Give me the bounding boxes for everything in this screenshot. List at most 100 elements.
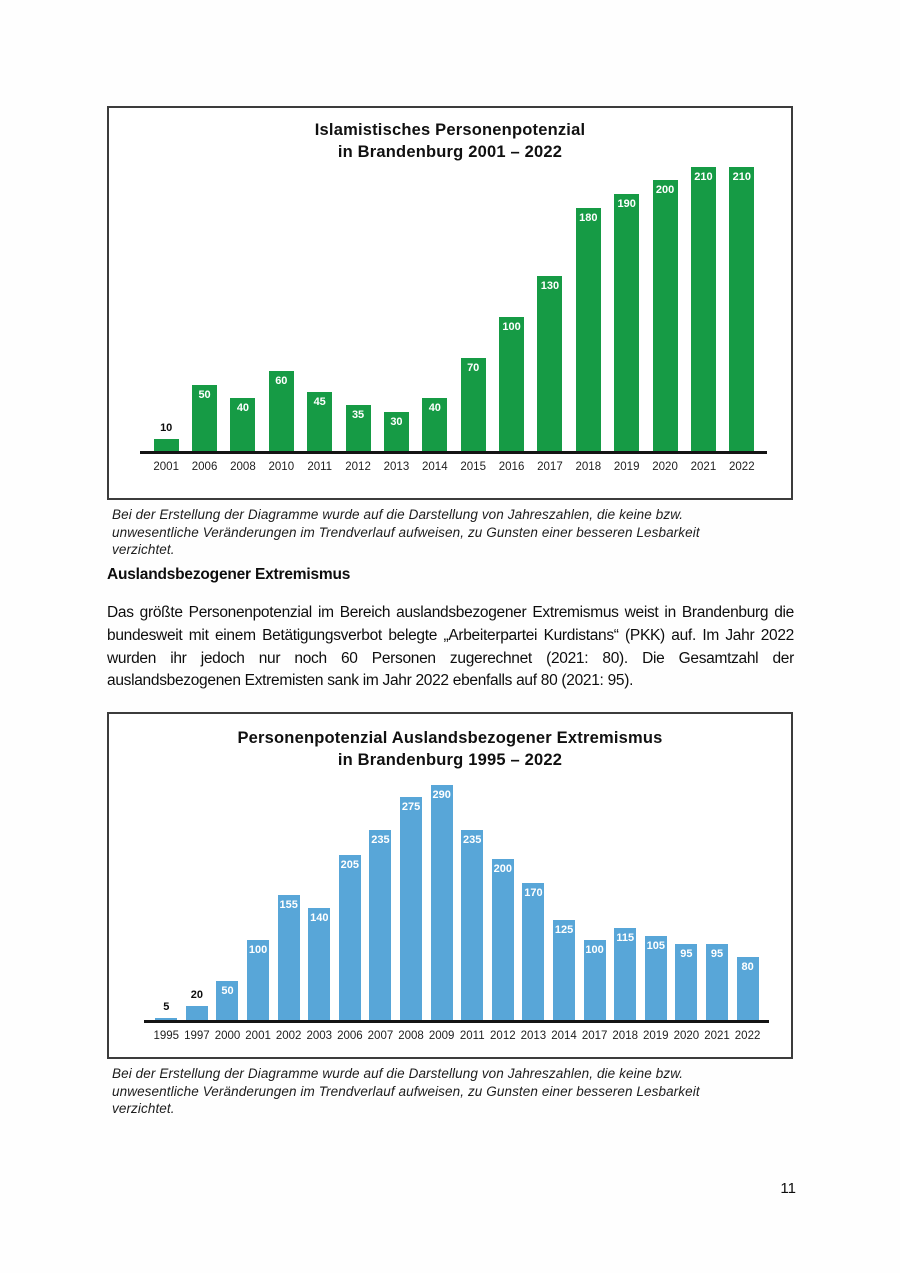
x-axis-label: 2001 [245,1030,271,1042]
bar-slot-2021: 210 2021 [684,153,722,473]
chart-title-line2: in Brandenburg 1995 – 2022 [337,751,563,769]
bar-value-label: 60 [275,375,288,387]
x-axis-label: 2000 [214,1030,241,1042]
bar-2017: 100 [583,940,606,1022]
bar-2001: 10 [153,422,179,453]
x-axis-label: 2020 [652,461,678,473]
bar-value-label: 180 [579,212,598,224]
x-axis-label: 2017 [581,1030,608,1042]
bar-2021: 95 [705,944,728,1022]
bar-slot-2013: 170 2013 [518,777,549,1042]
bar-slot-2017: 130 2017 [531,153,569,473]
x-axis-label: 2014 [422,461,448,473]
bar-2002: 155 [277,895,300,1022]
x-axis-label: 2010 [268,461,295,473]
bar-slot-2017: 100 2017 [579,777,610,1042]
bar-2000: 50 [216,981,239,1022]
x-axis-label: 2003 [306,1030,333,1042]
bar-slot-2001: 10 2001 [147,153,185,473]
bar-2017: 130 [537,276,563,453]
bar-slot-2012: 35 2012 [339,153,377,473]
bar-value-label: 125 [554,924,574,936]
bar-2006: 50 [192,385,218,453]
bar-value-label: 5 [163,1001,170,1013]
bar-value-label: 95 [710,948,724,960]
x-axis-label: 2016 [498,461,525,473]
chart-plot-area: 10 2001 50 2006 40 2008 60 2010 45 2011 35 2012 30 20… [140,153,767,473]
bar-2018: 115 [614,928,637,1022]
x-axis-label: 2021 [690,461,717,473]
bar-slot-2013: 30 2013 [377,153,415,473]
x-axis-label: 1995 [153,1030,180,1042]
chart-footnote: Bei der Erstellung der Diagramme wurde a… [112,1066,700,1116]
bar-slot-1997: 20 1997 [182,777,213,1042]
bar-value-label: 205 [340,859,360,871]
bar-1997: 20 [185,989,208,1022]
bar-2019: 105 [644,936,667,1022]
page-number: 11 [780,1180,796,1197]
bar-2009: 290 [430,785,453,1022]
bar-value-label: 235 [371,834,390,846]
x-axis-label: 2018 [612,1030,638,1042]
bar-2012: 35 [345,405,371,453]
x-axis-label: 2018 [575,461,602,473]
bar-value-label: 115 [616,932,635,944]
x-axis-line [144,1020,769,1023]
bar-2015: 70 [460,358,486,453]
bar-slot-2021: 95 2021 [702,777,733,1042]
bar-slot-2015: 70 2015 [454,153,492,473]
bar-value-label: 155 [279,899,298,911]
bar-slot-2012: 200 2012 [488,777,519,1042]
bar-value-label: 80 [741,961,754,973]
chart-footnote: Bei der Erstellung der Diagramme wurde a… [112,507,700,557]
bar-2019: 190 [614,194,640,453]
bar-slot-2022: 210 2022 [723,153,761,473]
bar-value-label: 200 [655,184,675,196]
bar-slot-2007: 235 2007 [365,777,396,1042]
bar-2012: 200 [491,859,514,1022]
x-axis-label: 2014 [551,1030,577,1042]
bar-2020: 200 [652,180,678,453]
x-axis-label: 2009 [428,1030,455,1042]
bar-2016: 100 [499,317,525,453]
bar-slot-2001: 100 2001 [243,777,274,1042]
x-axis-label: 2007 [367,1030,394,1042]
bar-slot-1995: 5 1995 [151,777,182,1042]
bar-2022: 210 [729,167,755,453]
x-axis-label: 2012 [345,461,371,473]
x-axis-label: 2006 [337,1030,363,1042]
bar-slot-2002: 155 2002 [273,777,304,1042]
x-axis-label: 2011 [307,461,333,473]
bar-value-label: 30 [390,416,403,428]
bar-value-label: 20 [190,989,204,1001]
bar-value-label: 140 [310,912,329,924]
x-axis-label: 2012 [490,1030,516,1042]
bar-value-label: 40 [236,402,250,414]
bar-2021: 210 [690,167,716,453]
bar-2006: 205 [338,855,361,1022]
bar-value-label: 210 [732,171,751,183]
bar-2013: 30 [383,412,409,453]
x-axis-label: 2021 [704,1030,730,1042]
bar-slot-2019: 105 2019 [641,777,672,1042]
bar-2014: 40 [422,398,448,453]
x-axis-label: 2008 [398,1030,424,1042]
bar-slot-2011: 45 2011 [301,153,339,473]
chart-title: Islamistisches Personenpotenzial in Bran… [109,119,791,163]
x-axis-label: 1997 [184,1030,210,1042]
bar-slot-2006: 50 2006 [185,153,223,473]
x-axis-label: 2022 [729,461,755,473]
bar-slot-2014: 125 2014 [549,777,580,1042]
x-axis-label: 2017 [537,461,563,473]
bar-2007: 235 [369,830,392,1022]
bar-slot-2006: 205 2006 [335,777,366,1042]
x-axis-line [140,451,767,454]
bar-slot-2008: 275 2008 [396,777,427,1042]
bar-slot-2016: 100 2016 [492,153,530,473]
chart-title-line1: Islamistisches Personenpotenzial [314,121,586,139]
bar-value-label: 35 [351,409,365,421]
bar-2013: 170 [522,883,545,1022]
bar-value-label: 105 [646,940,665,952]
bar-value-label: 190 [617,198,636,210]
x-axis-label: 2001 [153,461,179,473]
